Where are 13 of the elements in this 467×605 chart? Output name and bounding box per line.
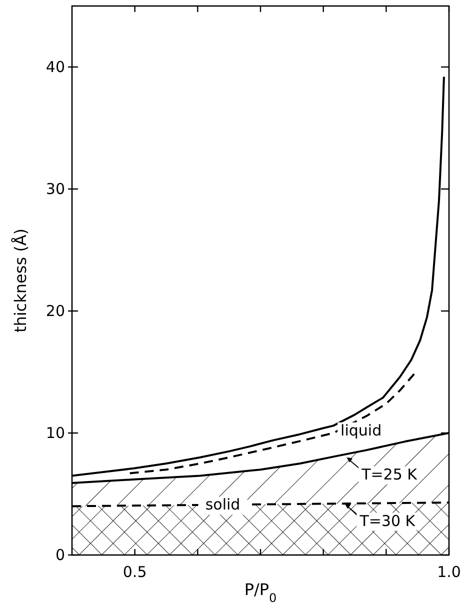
series-label: solid [205,496,240,514]
series-label: liquid [340,421,382,440]
y-tick-label: 40 [46,58,65,76]
y-tick-label: 0 [55,546,65,564]
x-axis-title: P/P$_{0}$ [244,580,277,605]
y-tick-label: 10 [46,424,65,442]
x-tick-label: 0.5 [122,563,147,581]
y-axis-title: thickness (Å) [11,228,30,333]
y-tick-label: 20 [46,302,65,320]
y-tick-label: 30 [46,180,65,198]
annotation: T=30 K [358,512,416,530]
x-tick-label: 1.0 [437,563,461,581]
annotation: T=25 K [360,465,418,484]
